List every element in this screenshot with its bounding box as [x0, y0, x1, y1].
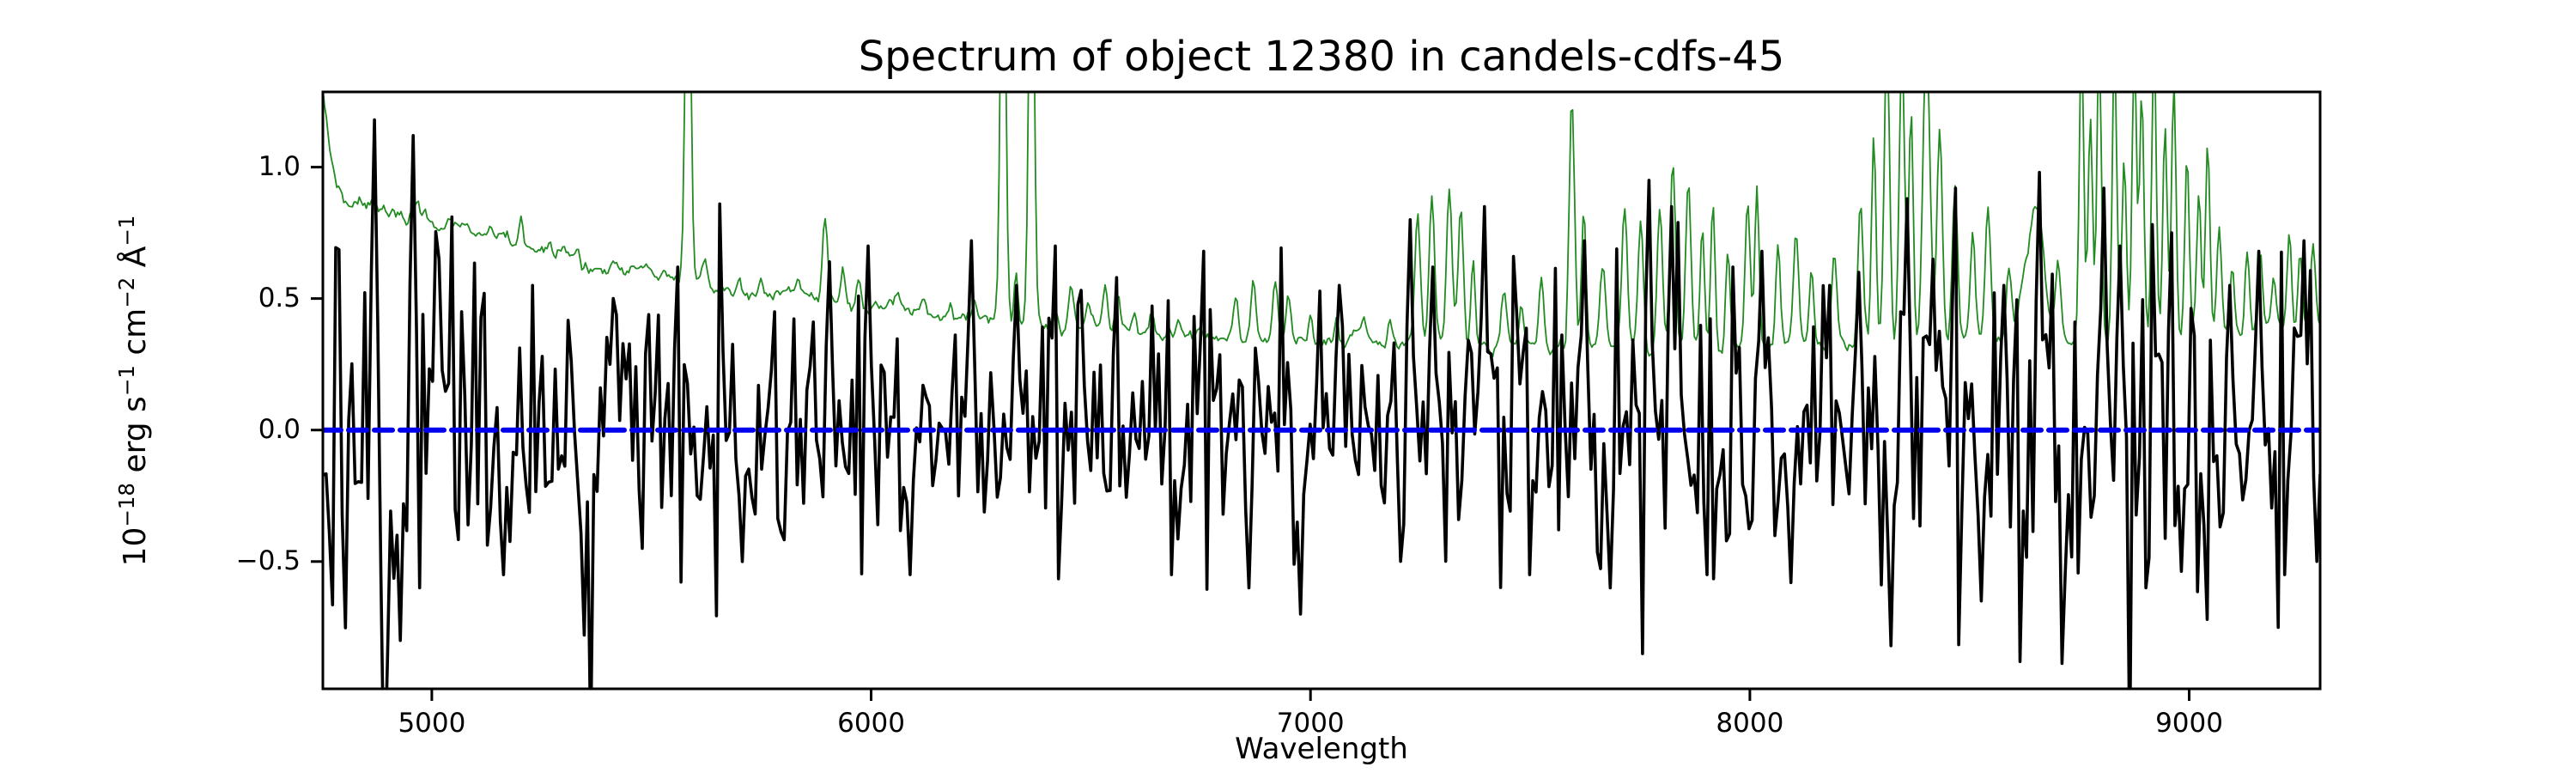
- x-axis-label: Wavelength: [1235, 732, 1408, 766]
- y-tick-label-0.0: 0.0: [258, 413, 301, 445]
- y-axis-label: 10−18 erg s−1 cm−2 Å−1: [113, 215, 153, 567]
- y-tick-label-0.5: 0.5: [258, 282, 301, 313]
- x-tick-label-5000: 5000: [398, 708, 466, 739]
- y-tick-label-1.0: 1.0: [258, 150, 301, 182]
- x-tick-label-8000: 8000: [1716, 708, 1784, 739]
- plot-title: Spectrum of object 12380 in candels-cdfs…: [858, 33, 1785, 81]
- x-tick-label-9000: 9000: [2155, 708, 2223, 739]
- y-tick-label-−0.5: −0.5: [235, 545, 301, 576]
- x-tick-label-7000: 7000: [1276, 708, 1345, 739]
- x-tick-label-6000: 6000: [837, 708, 905, 739]
